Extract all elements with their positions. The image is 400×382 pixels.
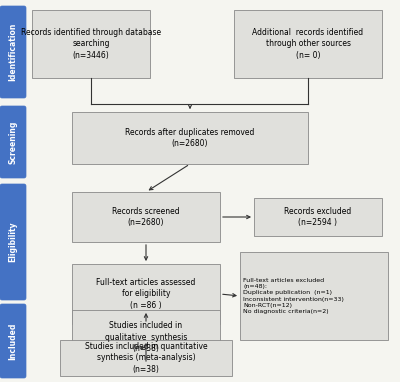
Text: Full-text articles excluded
(n=48):
Duplicate publication  (n=1)
Inconsistent in: Full-text articles excluded (n=48): Dupl… [243,278,344,314]
FancyBboxPatch shape [0,106,26,178]
Text: Eligibility: Eligibility [8,222,18,262]
Bar [254,198,382,236]
Text: Full-text articles assessed
for eligibility
(n =86 ): Full-text articles assessed for eligibil… [96,278,196,309]
FancyBboxPatch shape [0,184,26,300]
Text: Studies included in quantitative
synthesis (meta-analysis)
(n=38): Studies included in quantitative synthes… [85,342,207,374]
FancyBboxPatch shape [0,304,26,378]
Text: Records after duplicates removed
(n=2680): Records after duplicates removed (n=2680… [125,128,255,148]
Bar [72,264,220,324]
Text: Included: Included [8,322,18,360]
Bar [234,10,382,78]
Bar [32,10,150,78]
Text: Identification: Identification [8,23,18,81]
FancyBboxPatch shape [0,6,26,98]
Bar [72,310,220,364]
Text: Records screened
(n=2680): Records screened (n=2680) [112,207,180,227]
Bar [240,252,388,340]
Text: Screening: Screening [8,120,18,164]
Text: Studies included in
qualitative  synthesis
(n=38): Studies included in qualitative synthesi… [105,321,187,353]
Bar [60,340,232,376]
Bar [72,192,220,242]
Text: Records identified through database
searching
(n=3446): Records identified through database sear… [21,28,161,60]
Text: Additional  records identified
through other sources
(n= 0): Additional records identified through ot… [252,28,364,60]
Text: Records excluded
(n=2594 ): Records excluded (n=2594 ) [284,207,352,227]
Bar [72,112,308,164]
